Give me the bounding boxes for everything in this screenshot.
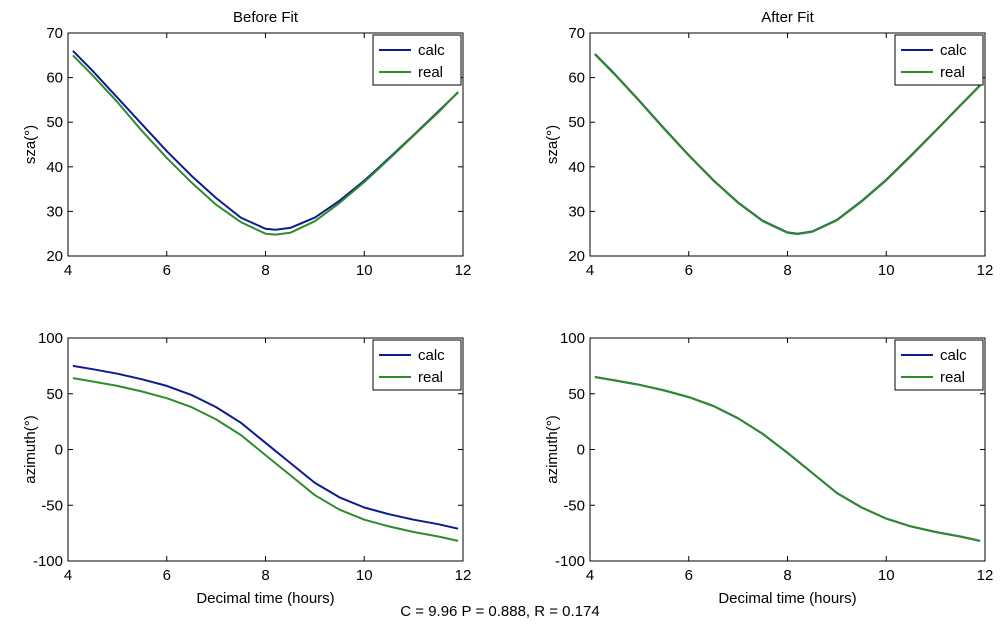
legend-label-calc: calc xyxy=(940,42,967,59)
legend: calc real xyxy=(894,34,984,86)
y-tick-label: 60 xyxy=(46,70,63,87)
x-tick-label: 12 xyxy=(455,262,472,279)
x-tick-label: 10 xyxy=(878,567,895,584)
y-tick-label: 20 xyxy=(568,248,585,265)
x-tick-label: 4 xyxy=(586,262,594,279)
y-tick-label: 50 xyxy=(46,386,63,403)
y-tick-label: -100 xyxy=(33,553,63,570)
y-tick-label: 50 xyxy=(568,386,585,403)
x-tick-label: 8 xyxy=(783,262,791,279)
y-tick-label: -50 xyxy=(563,497,585,514)
x-tick-label: 6 xyxy=(163,262,171,279)
x-tick-label: 12 xyxy=(977,262,994,279)
legend-label-real: real xyxy=(940,369,965,386)
x-tick-label: 4 xyxy=(64,567,72,584)
y-tick-label: 0 xyxy=(577,442,585,459)
x-tick-label: 4 xyxy=(586,567,594,584)
legend-label-calc: calc xyxy=(940,347,967,364)
y-tick-label: 30 xyxy=(568,203,585,220)
y-tick-label: 20 xyxy=(46,248,63,265)
x-tick-label: 8 xyxy=(783,567,791,584)
y-tick-label: -50 xyxy=(41,497,63,514)
series-line-real xyxy=(594,53,981,236)
legend-box xyxy=(894,34,984,86)
y-tick-label: 30 xyxy=(46,203,63,220)
x-tick-label: 6 xyxy=(685,567,693,584)
series-line-real xyxy=(594,376,981,542)
series-line-real xyxy=(72,377,459,542)
y-tick-label: 70 xyxy=(46,25,63,42)
legend-box xyxy=(372,34,462,86)
legend: calc real xyxy=(894,339,984,391)
legend-box xyxy=(372,339,462,391)
y-tick-label: 0 xyxy=(55,442,63,459)
y-tick-label: 50 xyxy=(46,114,63,131)
x-axis-label: Decimal time (hours) xyxy=(718,590,856,607)
y-tick-label: 100 xyxy=(38,330,63,347)
subplot-3: 4 6 8 10 12 -100 -50 0 50 100 Decimal time (hours)… xyxy=(22,330,471,607)
y-tick-label: 40 xyxy=(46,159,63,176)
x-tick-label: 12 xyxy=(455,567,472,584)
chart-title: Before Fit xyxy=(233,9,299,26)
legend-box xyxy=(894,339,984,391)
x-axis-label: Decimal time (hours) xyxy=(196,590,334,607)
x-tick-label: 8 xyxy=(261,567,269,584)
x-tick-label: 8 xyxy=(261,262,269,279)
x-tick-label: 12 xyxy=(977,567,994,584)
legend: calc real xyxy=(372,339,462,391)
x-tick-label: 6 xyxy=(163,567,171,584)
x-tick-label: 10 xyxy=(356,567,373,584)
subplot-4: 4 6 8 10 12 -100 -50 0 50 100 Decimal time (hours)… xyxy=(544,330,993,607)
series-line-real xyxy=(72,54,459,236)
y-tick-label: 60 xyxy=(568,70,585,87)
legend-label-real: real xyxy=(940,64,965,81)
x-tick-label: 10 xyxy=(356,262,373,279)
x-tick-label: 10 xyxy=(878,262,895,279)
fit-parameters-caption: C = 9.96 P = 0.888, R = 0.174 xyxy=(400,603,600,620)
legend-label-calc: calc xyxy=(418,347,445,364)
y-axis-label: azimuth(°) xyxy=(544,415,561,484)
legend: calc real xyxy=(372,34,462,86)
y-axis-label: sza(°) xyxy=(544,125,561,164)
y-tick-label: 50 xyxy=(568,114,585,131)
y-tick-label: 70 xyxy=(568,25,585,42)
y-axis-label: sza(°) xyxy=(22,125,39,164)
subplot-1: 4 6 8 10 12 20 30 40 50 60 70 Before Fit sza(°) calc r… xyxy=(22,9,471,279)
y-tick-label: 40 xyxy=(568,159,585,176)
y-tick-label: 100 xyxy=(560,330,585,347)
series-line-calc xyxy=(72,364,459,530)
legend-label-real: real xyxy=(418,64,443,81)
y-axis-label: azimuth(°) xyxy=(22,415,39,484)
subplot-2: 4 6 8 10 12 20 30 40 50 60 70 After Fit sza(°) calc re… xyxy=(544,9,993,279)
y-tick-label: -100 xyxy=(555,553,585,570)
chart-title: After Fit xyxy=(761,9,814,26)
x-tick-label: 6 xyxy=(685,262,693,279)
x-tick-label: 4 xyxy=(64,262,72,279)
legend-label-calc: calc xyxy=(418,42,445,59)
legend-label-real: real xyxy=(418,369,443,386)
